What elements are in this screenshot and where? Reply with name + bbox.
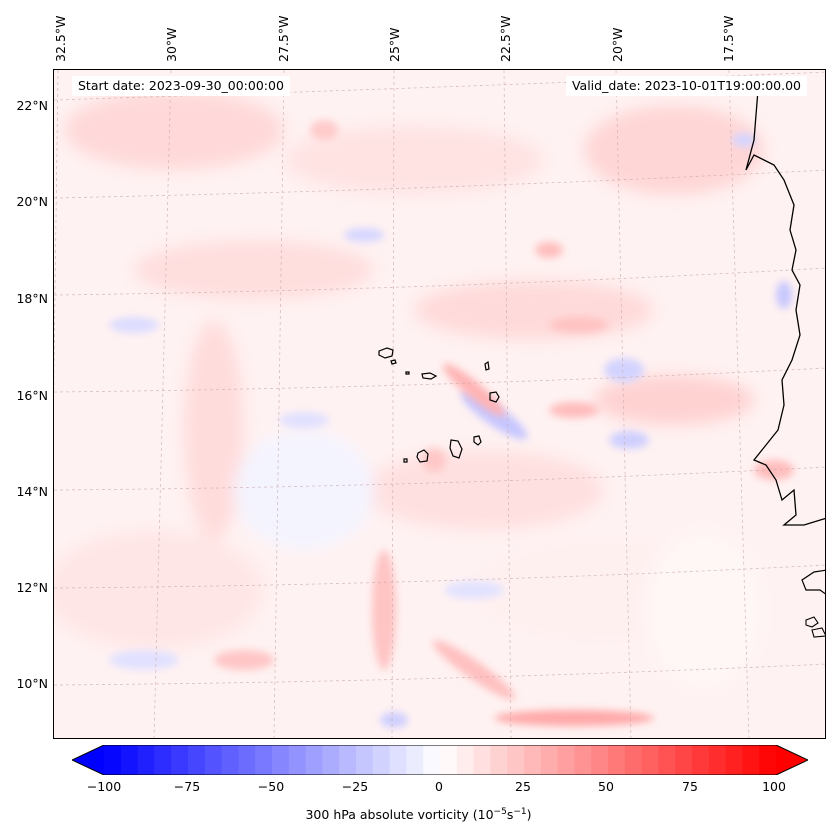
- positive-vorticity: [214, 120, 794, 726]
- colorbar-segment: [389, 745, 407, 775]
- lat-label-12n: 12°N: [16, 580, 48, 595]
- colorbar-title-exponent: −1: [513, 807, 527, 817]
- colorbar-segment: [759, 745, 777, 775]
- background-anomalies: [54, 90, 764, 690]
- lat-label-16n: 16°N: [16, 388, 48, 403]
- lon-label-20w: 20°W: [610, 27, 625, 62]
- colorbar-title: 300 hPa absolute vorticity (10−5s−1): [0, 807, 837, 822]
- colorbar-segment: [154, 745, 172, 775]
- colorbar-segment: [473, 745, 491, 775]
- colorbar-segment: [557, 745, 575, 775]
- lon-label-30w: 30°W: [164, 27, 179, 62]
- colorbar-tick: −100: [86, 779, 122, 794]
- colorbar-title-close: ): [526, 807, 532, 823]
- colorbar-tick: −25: [341, 779, 369, 794]
- colorbar-title-unit: s: [506, 807, 514, 823]
- colorbar-segment: [188, 745, 206, 775]
- lon-label-25w: 25°W: [387, 27, 402, 62]
- colorbar-segment: [524, 745, 542, 775]
- colorbar-segment: [641, 745, 659, 775]
- colorbar-segment: [238, 745, 256, 775]
- lat-label-14n: 14°N: [16, 484, 48, 499]
- colorbar-segment: [104, 745, 122, 775]
- lon-label-17-5w: 17.5°W: [721, 15, 736, 62]
- colorbar-tick: 50: [598, 779, 614, 794]
- colorbar-segment: [692, 745, 710, 775]
- colorbar-segment: [675, 745, 693, 775]
- colorbar-segment: [423, 745, 441, 775]
- colorbar-segment: [742, 745, 760, 775]
- colorbar-segment: [440, 745, 458, 775]
- colorbar-segment: [137, 745, 155, 775]
- colorbar-extend-max: [776, 745, 808, 775]
- colorbar-segment: [288, 745, 307, 775]
- colorbar-segment: [356, 745, 374, 775]
- valid-date-label: Valid_date: 2023-10-01T19:00:00.00: [565, 76, 807, 96]
- colorbar-segment: [608, 745, 626, 775]
- colorbar-segment: [490, 745, 508, 775]
- colorbar-segment: [339, 745, 357, 775]
- gridlines: [54, 70, 825, 738]
- lat-label-10n: 10°N: [16, 676, 48, 691]
- colorbar-scale: [70, 744, 810, 776]
- colorbar-segment: [305, 745, 323, 775]
- lon-label-32-5w: 32.5°W: [53, 15, 68, 62]
- colorbar-segment: [725, 745, 743, 775]
- cape-verde-islands: [378, 347, 500, 463]
- lat-label-20n: 20°N: [16, 194, 48, 209]
- colorbar-segment: [540, 745, 559, 775]
- colorbar-segment: [708, 745, 727, 775]
- colorbar-segment: [591, 745, 609, 775]
- colorbar-tick: −75: [173, 779, 201, 794]
- colorbar-title-text: 300 hPa absolute vorticity (10: [305, 807, 494, 823]
- colorbar-segment: [255, 745, 273, 775]
- lon-label-22-5w: 22.5°W: [498, 15, 513, 62]
- lon-label-27-5w: 27.5°W: [276, 15, 291, 62]
- colorbar-segment: [120, 745, 139, 775]
- colorbar-extend-min: [72, 745, 104, 775]
- colorbar-segment: [507, 745, 525, 775]
- africa-coastline-south: [801, 569, 825, 595]
- colorbar-segment: [456, 745, 475, 775]
- colorbar-segment: [322, 745, 340, 775]
- colorbar-tick: 25: [515, 779, 531, 794]
- colorbar-segment: [221, 745, 239, 775]
- vorticity-map: Start date: 2023-09-30_00:00:00 Valid_da…: [53, 69, 826, 739]
- colorbar-segment: [372, 745, 391, 775]
- start-date-label: Start date: 2023-09-30_00:00:00: [72, 76, 290, 96]
- colorbar-segment: [658, 745, 676, 775]
- colorbar-segment: [406, 745, 424, 775]
- coastal-islands: [805, 616, 825, 638]
- colorbar-segment: [171, 745, 189, 775]
- lat-label-22n: 22°N: [16, 98, 48, 113]
- colorbar-title-exponent: −5: [493, 807, 507, 817]
- africa-coastline: [745, 89, 825, 526]
- colorbar-segment: [272, 745, 290, 775]
- colorbar-tick: 0: [435, 779, 443, 794]
- colorbar-segment: [574, 745, 592, 775]
- vorticity-field: [54, 70, 825, 738]
- colorbar-tick: 75: [682, 779, 698, 794]
- colorbar-segment: [204, 745, 223, 775]
- colorbar: [70, 744, 810, 776]
- lat-label-18n: 18°N: [16, 291, 48, 306]
- colorbar-segment: [624, 745, 643, 775]
- colorbar-tick: −50: [257, 779, 285, 794]
- colorbar-tick: 100: [762, 779, 786, 794]
